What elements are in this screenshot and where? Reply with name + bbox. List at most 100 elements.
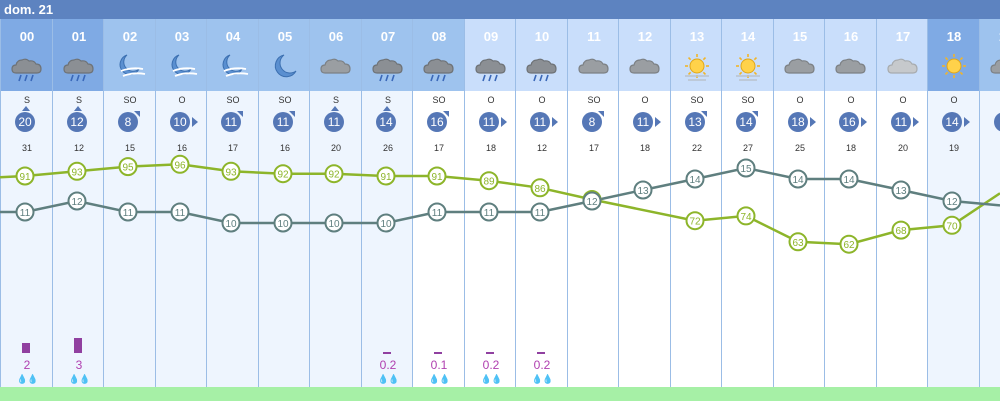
precipitation-bar — [537, 352, 545, 354]
wind-speed-badge: 11 — [891, 112, 911, 132]
moon-wind-icon — [165, 51, 199, 83]
moon-icon — [268, 51, 302, 83]
precipitation-bar — [74, 338, 82, 353]
wind-direction-label: O — [487, 95, 495, 105]
hour-column: 06 S 11 20 — [309, 19, 362, 401]
gust-value: 17 — [588, 143, 599, 153]
gust-value: 31 — [21, 143, 32, 153]
humidity-data-label: 63 — [792, 238, 804, 249]
hour-label: 01 — [71, 29, 87, 44]
wind-direction-label: O — [796, 95, 804, 105]
cloud-icon — [989, 51, 1000, 83]
humidity-point — [530, 178, 550, 198]
hour-label: 18 — [946, 29, 962, 44]
humidity-data-label: 92 — [277, 170, 289, 181]
hour-column: 15 O 18 25 — [773, 19, 826, 401]
humidity-point — [685, 211, 705, 231]
hour-column: 16 O 16 18 — [824, 19, 877, 401]
hour-header: 02 — [104, 19, 156, 91]
gust-value: 20 — [330, 143, 341, 153]
wind-arrow-icon — [810, 117, 816, 127]
humidity-point — [170, 154, 190, 174]
humidity-data-label: 96 — [174, 160, 186, 171]
rain-cloud-icon — [10, 51, 44, 83]
temperature-point — [942, 191, 962, 211]
temperature-point — [221, 213, 241, 233]
hour-header: 06 — [310, 19, 362, 91]
hour-label: 03 — [174, 29, 190, 44]
hour-header: 08 — [413, 19, 465, 91]
humidity-data-label: 62 — [843, 240, 855, 251]
temperature-point — [376, 213, 396, 233]
wind-arrow-icon — [655, 117, 661, 127]
humidity-point — [67, 161, 87, 181]
temperature-point — [530, 202, 550, 222]
hour-column: 01 S 12 12 3 💧💧 — [52, 19, 105, 401]
direction-arrow-icon — [331, 106, 339, 111]
wind-speed-badge: 20 — [15, 112, 35, 132]
hour-label: 07 — [380, 29, 396, 44]
wind-arrow-icon — [501, 117, 507, 127]
temperature-point — [118, 202, 138, 222]
wind-speed-badge: 13 — [685, 112, 705, 132]
wind-direction-label: O — [899, 95, 907, 105]
gust-value: 18 — [845, 143, 856, 153]
wind-direction-label: SO — [432, 95, 446, 105]
hour-label: 16 — [843, 29, 859, 44]
temperature-data-label: 12 — [946, 197, 958, 208]
moon-wind-icon — [216, 51, 250, 83]
hour-column: 04 SO 11 17 — [206, 19, 259, 401]
temperature-point — [67, 191, 87, 211]
hour-header: 09 — [465, 19, 517, 91]
wind-speed-badge: 8 — [118, 112, 138, 132]
hour-column: 13 SO 13 22 — [670, 19, 723, 401]
gust-value: 18 — [485, 143, 496, 153]
precipitation-value: 0.2 — [533, 358, 551, 372]
rain-drops-icon: 💧💧 — [377, 374, 399, 384]
rain-cloud-icon — [371, 51, 405, 83]
humidity-point — [15, 166, 35, 186]
hour-label: 19 — [980, 29, 1000, 44]
wind-direction-label: SO — [123, 95, 137, 105]
wind-arrow-icon — [192, 117, 198, 127]
precipitation-value: 0.1 — [430, 358, 448, 372]
temperature-point — [273, 213, 293, 233]
gust-value: 15 — [124, 143, 135, 153]
wind-direction-label: O — [538, 95, 546, 105]
humidity-data-label: 93 — [225, 167, 237, 178]
wind-arrow-icon — [964, 117, 970, 127]
precipitation-value: 0.2 — [379, 358, 397, 372]
wind-arrow-icon — [913, 117, 919, 127]
humidity-point — [427, 166, 447, 186]
sun-haze-icon — [731, 51, 765, 83]
cloud-icon — [319, 51, 353, 83]
wind-arrow-icon — [237, 111, 243, 117]
humidity-data-label: 93 — [71, 167, 83, 178]
hour-label: 08 — [431, 29, 447, 44]
temperature-data-label: 11 — [432, 208, 443, 219]
temperature-point — [170, 202, 190, 222]
gust-value: 16 — [176, 143, 187, 153]
hour-column: 19 1 — [979, 19, 1000, 401]
temperature-data-label: 14 — [792, 175, 804, 186]
temperature-data-label: 11 — [20, 208, 31, 219]
hour-label: 02 — [122, 29, 138, 44]
wind-arrow-icon — [443, 111, 449, 117]
rain-cloud-icon — [474, 51, 508, 83]
precipitation-bar — [383, 352, 391, 354]
wind-arrow-icon — [134, 111, 140, 117]
humidity-point — [273, 164, 293, 184]
temperature-data-label: 12 — [586, 197, 598, 208]
temperature-data-label: 13 — [637, 186, 649, 197]
temperature-data-label: 15 — [740, 164, 752, 175]
day-label: dom. 21 — [4, 2, 54, 17]
rain-drops-icon: 💧💧 — [68, 374, 90, 384]
wind-speed-badge: 16 — [427, 112, 447, 132]
wind-speed-badge: 14 — [736, 112, 756, 132]
wind-speed-badge: 11 — [633, 112, 653, 132]
temperature-point — [788, 169, 808, 189]
gust-value: 26 — [382, 143, 393, 153]
gust-value: 22 — [691, 143, 702, 153]
wind-direction-label: S — [23, 95, 30, 105]
wind-speed-badge: 12 — [67, 112, 87, 132]
